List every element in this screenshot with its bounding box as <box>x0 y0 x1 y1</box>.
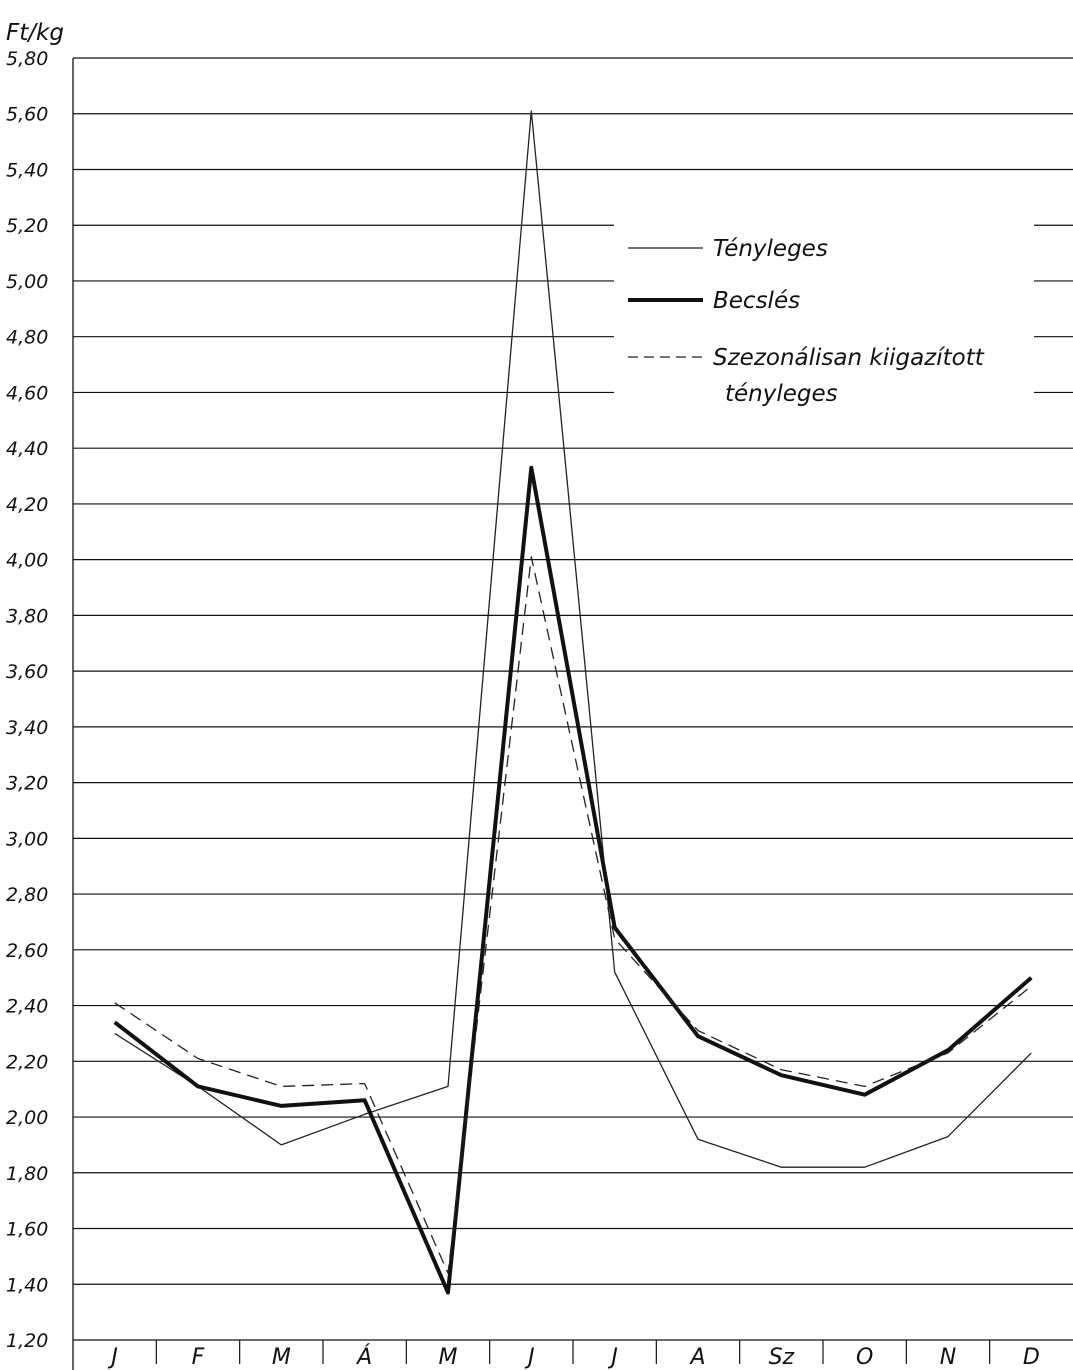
y-tick-label: 4,00 <box>6 550 48 572</box>
y-tick-label: 2,20 <box>6 1051 48 1073</box>
y-tick-label: 5,60 <box>6 104 48 126</box>
y-tick-label: 2,00 <box>6 1107 48 1129</box>
x-tick-label: Á <box>355 1344 372 1370</box>
y-tick-label: 5,80 <box>6 48 48 70</box>
y-tick-label: 5,20 <box>6 215 48 237</box>
series-line-1 <box>113 465 1033 1295</box>
y-tick-label: 5,00 <box>6 271 48 293</box>
x-tick-label: M <box>272 1345 291 1370</box>
x-tick-label: D <box>1023 1345 1040 1370</box>
x-axis: J F M Á M J J A Sz O N D <box>72 58 1040 1370</box>
y-tick-label: 4,20 <box>6 494 48 516</box>
y-tick-label: 5,40 <box>6 159 48 181</box>
series-lines <box>113 110 1033 1295</box>
y-tick-label: 1,80 <box>6 1163 48 1185</box>
legend-background <box>614 224 1034 420</box>
y-tick-label: 2,40 <box>6 996 48 1018</box>
legend-label-tenyleges: Tényleges <box>713 236 828 262</box>
y-tick-label: 2,80 <box>6 884 48 906</box>
y-tick-label: 1,40 <box>6 1274 48 1296</box>
legend: Tényleges Becslés Szezonálisan kiigazíto… <box>614 224 1034 420</box>
y-axis-unit-label: Ft/kg <box>6 20 64 46</box>
x-tick-label: J <box>524 1345 535 1370</box>
x-tick-label: Sz <box>769 1345 795 1370</box>
x-tick-label: M <box>439 1345 458 1370</box>
y-tick-label: 2,60 <box>6 940 48 962</box>
legend-label-becsles: Becslés <box>713 288 800 314</box>
y-tick-label: 3,80 <box>6 605 48 627</box>
x-tick-label: F <box>192 1345 205 1370</box>
y-tick-label: 4,40 <box>6 438 48 460</box>
gridlines <box>73 57 1073 1341</box>
x-tick-label: J <box>107 1345 118 1370</box>
y-tick-label: 1,20 <box>6 1330 48 1352</box>
y-tick-label: 3,40 <box>6 717 48 739</box>
x-tick-label: O <box>856 1345 873 1370</box>
y-tick-label: 4,80 <box>6 327 48 349</box>
y-tick-label: 3,00 <box>6 828 48 850</box>
x-tick-label: J <box>607 1345 618 1370</box>
y-tick-label: 4,60 <box>6 382 48 404</box>
x-tick-label: N <box>940 1345 956 1370</box>
y-tick-label: 3,60 <box>6 661 48 683</box>
y-tick-label: 3,20 <box>6 773 48 795</box>
x-tick-label: A <box>688 1345 705 1370</box>
legend-label-szezonalisan-line2: tényleges <box>725 381 838 407</box>
y-tick-labels: 5,80 5,60 5,40 5,20 5,00 4,80 4,60 4,40 4,20 4,00… <box>6 48 48 1352</box>
y-tick-label: 1,60 <box>6 1219 48 1241</box>
series-line-2 <box>114 556 1032 1274</box>
series-line-0 <box>114 110 1032 1168</box>
legend-label-szezonalisan-line1: Szezonálisan kiigazított <box>713 345 985 371</box>
